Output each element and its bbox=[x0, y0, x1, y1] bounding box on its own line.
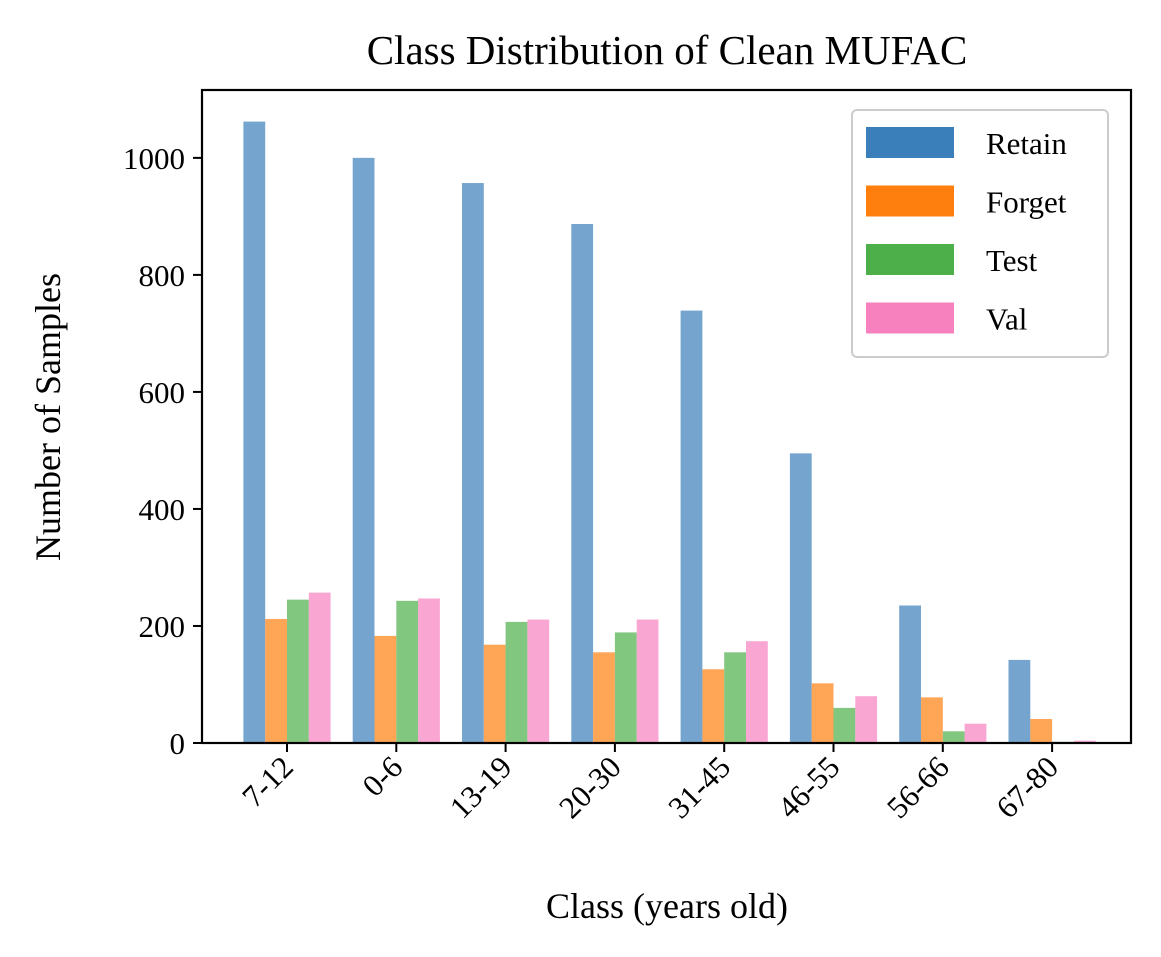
bar-val-7-12 bbox=[308, 592, 331, 743]
bar-retain-31-45 bbox=[680, 310, 703, 743]
x-tick-label: 13-19 bbox=[443, 749, 519, 825]
y-axis-ticks: 0 200 400 600 800 1000 bbox=[123, 141, 202, 761]
bar-val-67-80 bbox=[1073, 740, 1096, 743]
x-tick-label: 0-6 bbox=[355, 749, 409, 803]
legend-swatch-retain bbox=[866, 127, 954, 158]
bar-val-13-19 bbox=[527, 619, 550, 743]
x-tick-label: 20-30 bbox=[552, 749, 628, 825]
bar-retain-56-66 bbox=[899, 605, 921, 743]
y-tick-label: 800 bbox=[139, 258, 186, 293]
bar-forget-46-55 bbox=[811, 683, 834, 743]
bar-test-31-45 bbox=[724, 652, 746, 743]
x-tick-label: 56-66 bbox=[880, 749, 956, 825]
plot-frame bbox=[200, 88, 1133, 745]
bar-test-7-12 bbox=[287, 599, 309, 743]
legend-label-val: Val bbox=[986, 302, 1027, 337]
bar-test-20-30 bbox=[614, 632, 637, 743]
legend-swatch-val bbox=[866, 302, 954, 334]
x-tick-label: 7-12 bbox=[235, 749, 300, 814]
bar-retain-0-6 bbox=[352, 157, 375, 743]
bar-retain-46-55 bbox=[789, 453, 812, 743]
bar-retain-7-12 bbox=[243, 121, 266, 744]
y-tick-label: 600 bbox=[139, 375, 186, 410]
bar-val-46-55 bbox=[855, 696, 878, 743]
bar-test-13-19 bbox=[505, 621, 528, 743]
x-tick-label: 67-80 bbox=[989, 749, 1065, 825]
legend-label-test: Test bbox=[986, 243, 1038, 278]
bar-forget-31-45 bbox=[702, 669, 725, 743]
legend-box bbox=[851, 109, 1109, 358]
bar-retain-67-80 bbox=[1008, 659, 1031, 743]
legend: Retain Forget Test Val bbox=[851, 109, 1109, 358]
bar-forget-7-12 bbox=[265, 618, 287, 743]
bar-forget-67-80 bbox=[1030, 719, 1053, 743]
legend-label-forget: Forget bbox=[986, 185, 1067, 220]
x-axis-label: Class (years old) bbox=[546, 886, 788, 926]
bar-val-31-45 bbox=[746, 641, 768, 743]
bars-group bbox=[243, 121, 1096, 744]
bar-retain-13-19 bbox=[462, 183, 484, 743]
legend-swatch-forget bbox=[866, 185, 954, 217]
bar-retain-20-30 bbox=[571, 223, 594, 744]
bar-forget-56-66 bbox=[921, 697, 943, 743]
y-tick-label: 200 bbox=[139, 609, 186, 644]
bar-test-56-66 bbox=[942, 731, 965, 743]
legend-swatch-test bbox=[866, 244, 954, 275]
y-axis-label: Number of Samples bbox=[28, 273, 68, 561]
bar-val-56-66 bbox=[964, 723, 987, 743]
y-tick-label: 1000 bbox=[123, 141, 185, 176]
bar-forget-13-19 bbox=[483, 644, 506, 743]
x-tick-label: 31-45 bbox=[661, 749, 737, 825]
x-axis-ticks: 7-12 0-6 13-19 20-30 31-45 46-55 56-66 67-80 bbox=[235, 743, 1065, 825]
y-tick-label: 0 bbox=[170, 726, 186, 761]
y-tick-label: 400 bbox=[139, 492, 186, 527]
bar-forget-20-30 bbox=[593, 652, 615, 743]
x-tick-label: 46-55 bbox=[771, 749, 847, 825]
bar-test-46-55 bbox=[833, 707, 856, 743]
bar-val-20-30 bbox=[636, 619, 659, 743]
bar-forget-0-6 bbox=[374, 635, 397, 743]
legend-label-retain: Retain bbox=[986, 126, 1067, 161]
chart-title: Class Distribution of Clean MUFAC bbox=[367, 27, 968, 73]
bar-val-0-6 bbox=[418, 598, 440, 743]
bar-test-0-6 bbox=[396, 600, 419, 743]
